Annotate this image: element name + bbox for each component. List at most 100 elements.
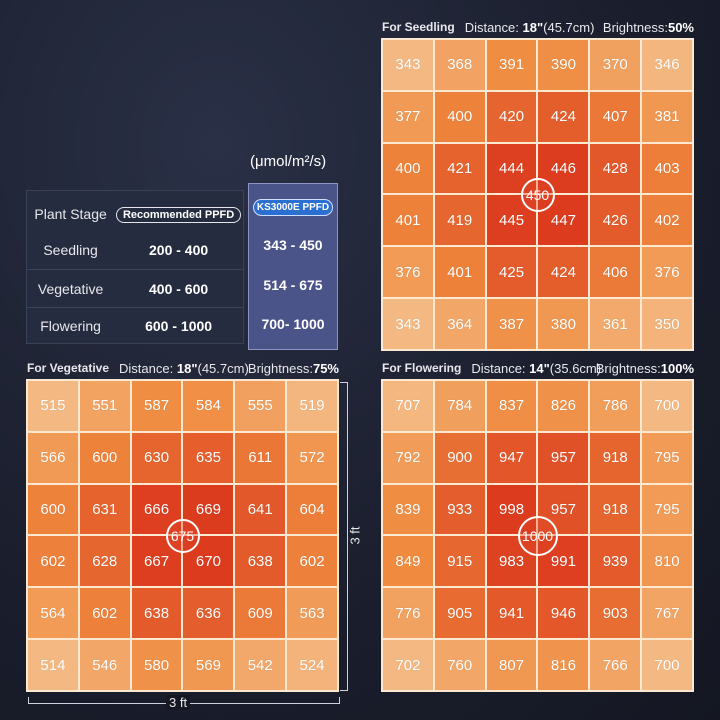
- heatmap-cell: 376: [383, 247, 433, 298]
- heatmap-cell: 555: [235, 381, 286, 431]
- table-row-seedling: Seedling 200 - 400: [27, 231, 243, 269]
- heatmap-cell: 837: [486, 381, 537, 431]
- heatmap-cell: 702: [383, 640, 433, 690]
- heatmap-cell: 766: [590, 640, 641, 690]
- heatmap-cell: 602: [28, 536, 78, 587]
- brightness-label: Brightness:: [602, 19, 668, 35]
- vegetative-header: For Vegetative Distance: 18" (45.7cm) Bri…: [27, 357, 339, 379]
- flowering-header: For Flowering Distance: 14" (35.6cm) Brig…: [382, 357, 694, 379]
- heatmap-cell: 390: [538, 40, 589, 90]
- heatmap-cell: 707: [383, 381, 433, 431]
- heatmap-cell: 370: [590, 40, 641, 90]
- heatmap-cell: 628: [79, 536, 130, 587]
- heatmap-cell: 957: [538, 432, 589, 483]
- brightness-value: 100%: [660, 360, 694, 376]
- heatmap-cell: 602: [287, 536, 337, 587]
- heatmap-cell: 515: [28, 381, 78, 431]
- stage-label: Seedling: [43, 242, 98, 258]
- heatmap-cell: 918: [590, 432, 641, 483]
- width-dimension-label: 3 ft: [166, 695, 191, 710]
- heatmap-cell: 918: [590, 484, 641, 535]
- heatmap-cell: 447: [538, 195, 589, 246]
- heatmap-cell: 514: [28, 640, 78, 690]
- stage-label: Vegetative: [37, 281, 104, 297]
- height-dimension-line: [347, 382, 348, 691]
- heatmap-cell: 572: [287, 432, 337, 483]
- heatmap-cell: 767: [642, 588, 692, 639]
- heatmap-cell: 381: [642, 91, 692, 142]
- heatmap-cell: 424: [538, 91, 589, 142]
- stage-title: For Vegetative: [27, 361, 110, 375]
- heatmap-cell: 364: [434, 299, 485, 349]
- heatmap-cell: 700: [642, 381, 692, 431]
- heatmap-cell: 368: [434, 40, 485, 90]
- distance-label: Distance:: [471, 360, 526, 376]
- heatmap-cell: 346: [642, 40, 692, 90]
- brightness-value: 75%: [312, 360, 339, 376]
- heatmap-cell: 636: [183, 588, 234, 639]
- height-dimension-tick: [340, 690, 348, 691]
- brightness-label: Brightness:: [595, 360, 661, 376]
- heatmap-cell: 361: [590, 299, 641, 349]
- heatmap-cell: 776: [383, 588, 433, 639]
- heatmap-cell: 519: [287, 381, 337, 431]
- heatmap-cell: 826: [538, 381, 589, 431]
- heatmap-cell: 400: [434, 91, 485, 142]
- heatmap-cell: 551: [79, 381, 130, 431]
- heatmap-cell: 983: [486, 536, 537, 587]
- heatmap-cell: 933: [434, 484, 485, 535]
- brightness-label: Brightness:: [247, 360, 313, 376]
- heatmap-cell: 900: [434, 432, 485, 483]
- recommended-range: 200 - 400: [149, 242, 209, 258]
- heatmap-cell: 524: [287, 640, 337, 690]
- distance-value: 18": [176, 360, 198, 376]
- heatmap-cell: 580: [131, 640, 182, 690]
- heatmap-cell: 611: [235, 432, 286, 483]
- stage-label: Flowering: [40, 318, 101, 334]
- heatmap-cell: 939: [590, 536, 641, 587]
- heatmap-cell: 546: [79, 640, 130, 690]
- header-recommended-pill: Recommended PPFD: [115, 207, 242, 223]
- seedling-ppfd-heatmap: 343 368 391 390 370 346 377 400 420 424 407 381 400 4…: [381, 38, 694, 351]
- heatmap-cell: 563: [287, 588, 337, 639]
- heatmap-cell: 343: [383, 40, 433, 90]
- distance-metric: (35.6cm): [549, 360, 602, 376]
- heatmap-cell: 569: [183, 640, 234, 690]
- heatmap-cell: 786: [590, 381, 641, 431]
- heatmap-cell: 641: [235, 484, 286, 535]
- heatmap-cell: 941: [486, 588, 537, 639]
- table-header-row: Plant Stage Recommended PPFD: [27, 197, 243, 231]
- stage-title: For Flowering: [382, 361, 462, 375]
- heatmap-cell: 587: [131, 381, 182, 431]
- heatmap-cell: 635: [183, 432, 234, 483]
- center-ppfd-badge: 675: [165, 518, 200, 553]
- unit-label: (μmol/m²/s): [250, 153, 327, 170]
- heatmap-cell: 602: [79, 588, 130, 639]
- header-plant-stage: Plant Stage: [34, 206, 107, 222]
- heatmap-cell: 784: [434, 381, 485, 431]
- heatmap-cell: 407: [590, 91, 641, 142]
- heatmap-cell: 377: [383, 91, 433, 142]
- seedling-header: For Seedling Distance: 18" (45.7cm) Brigh…: [382, 16, 694, 38]
- heatmap-cell: 609: [235, 588, 286, 639]
- heatmap-cell: 795: [642, 432, 692, 483]
- brightness-value: 50%: [667, 19, 694, 35]
- heatmap-cell: 631: [79, 484, 130, 535]
- heatmap-cell: 425: [486, 247, 537, 298]
- distance-metric: (45.7cm): [543, 19, 595, 35]
- center-ppfd-badge: 450: [520, 177, 555, 212]
- heatmap-cell: 807: [486, 640, 537, 690]
- heatmap-cell: 428: [590, 143, 641, 194]
- distance-label: Distance:: [464, 19, 519, 35]
- heatmap-cell: 792: [383, 432, 433, 483]
- heatmap-cell: 542: [235, 640, 286, 690]
- heatmap-cell: 403: [642, 143, 692, 194]
- heatmap-cell: 638: [131, 588, 182, 639]
- ppfd-table: Plant Stage Recommended PPFD Seedling 20…: [26, 190, 244, 344]
- heatmap-cell: 419: [434, 195, 485, 246]
- product-range: 343 - 450: [263, 237, 323, 253]
- width-dimension-tick: [339, 697, 340, 704]
- heatmap-cell: 421: [434, 143, 485, 194]
- heatmap-cell: 350: [642, 299, 692, 349]
- heatmap-cell: 426: [590, 195, 641, 246]
